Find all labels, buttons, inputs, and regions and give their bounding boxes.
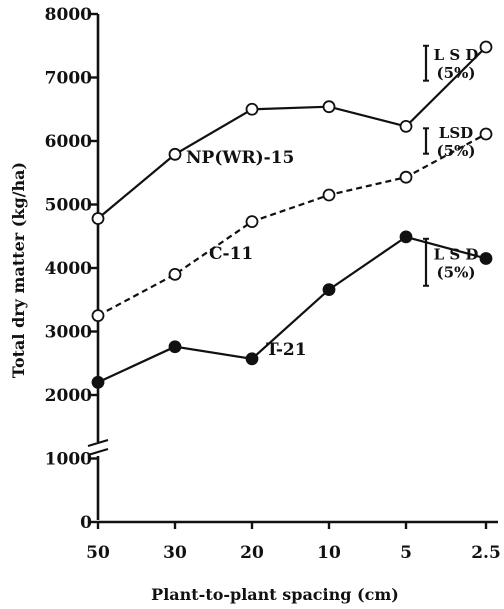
y-tick-label: 7000 [45,69,92,89]
data-point [479,40,493,54]
y-tick-label: 1000 [45,450,92,470]
data-point [399,230,413,244]
series-layer [91,40,493,389]
x-axis-label: Plant-to-plant spacing (cm) [151,585,399,604]
x-tick-label: 50 [86,543,110,563]
y-tick-label: 3000 [45,323,92,343]
x-tick-label: 2.5 [471,543,501,563]
data-point [479,252,493,265]
data-point [322,100,336,114]
x-tick-label: 20 [240,543,264,563]
x-ticks: 50 30 20 10 5 2.5 [86,522,501,563]
y-tick-label: 6000 [45,132,92,152]
data-point [245,215,259,229]
lsd-label-percent: (5%) [437,64,476,82]
data-point [245,102,259,116]
y-axis-break-top [87,439,109,447]
y-ticks: 0 1000 2000 3000 4000 5000 6000 7000 8000 [45,5,98,533]
series-line [97,235,487,384]
lsd-label: L S D [434,46,479,64]
x-tick-label: 5 [400,543,412,563]
data-point [399,119,413,133]
data-point [399,170,413,184]
data-point [168,267,182,281]
data-point [168,340,182,354]
y-tick-label: 4000 [45,259,92,279]
data-point [91,309,105,323]
data-point [91,375,105,389]
y-tick-label: 8000 [45,5,92,25]
y-tick-label: 5000 [45,196,92,216]
series-line [97,46,487,220]
data-point [479,127,493,141]
lsd-bars: L S D(5%)LSD(5%)L S D(5%) [423,44,479,287]
lsd-label-percent: (5%) [437,142,476,160]
y-tick-label: 0 [80,513,92,533]
series-line [97,133,487,317]
series-label-c11: C-11 [209,244,253,264]
data-point [322,188,336,202]
lsd-label-percent: (5%) [437,263,476,281]
lsd-label: L S D [434,245,479,263]
x-tick-label: 30 [163,543,187,563]
data-point [245,352,259,366]
data-point [168,147,182,161]
x-tick-label: 10 [317,543,341,563]
y-tick-label: 2000 [45,386,92,406]
series-label-t21: T-21 [266,340,307,360]
series-label-npwr15: NP(WR)-15 [186,148,294,168]
data-point [322,283,336,296]
lsd-label: LSD [439,124,473,142]
y-axis-label: Total dry matter (kg/ha) [9,162,28,378]
y-axis-break-bottom [87,448,109,456]
data-point [91,212,105,225]
